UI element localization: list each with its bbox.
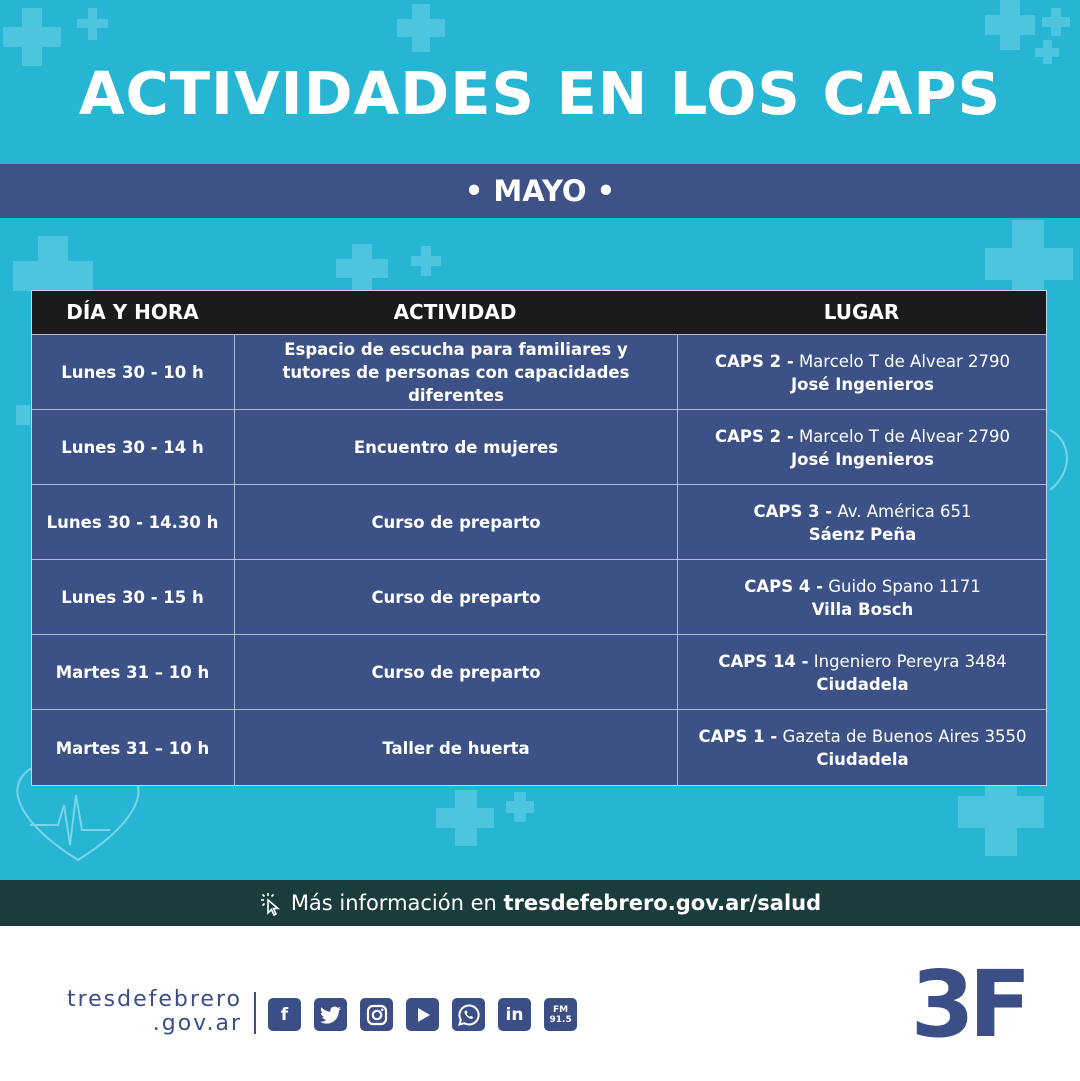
- time-text: Lunes 30 - 14.30 h: [46, 513, 219, 532]
- facebook-glyph: f: [280, 1004, 289, 1025]
- twitter-icon[interactable]: [314, 998, 347, 1031]
- brand-wordmark[interactable]: tresdefebrero .gov.ar: [52, 988, 242, 1036]
- cell-activity: Taller de huerta: [234, 710, 677, 786]
- cell-day-time: Lunes 30 - 14.30 h: [32, 485, 233, 560]
- cell-activity: Espacio de escucha para familiares y tuto…: [234, 335, 677, 410]
- time-text: Lunes 30 - 14 h: [61, 438, 204, 457]
- locality: Ciudadela: [816, 750, 909, 769]
- divider: [254, 992, 256, 1034]
- instagram-glyph: [366, 1004, 387, 1025]
- linkedin-icon[interactable]: in: [498, 998, 531, 1031]
- info-banner: Más información en tresdefebrero.gov.ar/…: [0, 880, 1080, 926]
- 3f-logo[interactable]: 3F: [905, 956, 1031, 1046]
- cell-place: CAPS 4 - Guido Spano 1171 Villa Bosch: [677, 560, 1047, 635]
- locality: Sáenz Peña: [808, 524, 917, 544]
- cell-activity: Encuentro de mujeres: [234, 410, 677, 485]
- street-address: Marcelo T de Alvear 2790: [793, 426, 1010, 446]
- table-row: Martes 31 – 10 h Curso de preparto CAPS …: [32, 634, 1046, 710]
- cell-place: CAPS 2 - Marcelo T de Alvear 2790 José In…: [677, 410, 1047, 485]
- activity-text: Taller de huerta: [382, 738, 530, 758]
- cell-activity: Curso de preparto: [234, 635, 677, 710]
- footer: tresdefebrero .gov.ar f in FM 91.5 3F: [0, 926, 1080, 1081]
- activity-text: Curso de preparto: [371, 588, 541, 607]
- youtube-icon[interactable]: [406, 998, 439, 1031]
- locality: Villa Bosch: [811, 599, 914, 619]
- time-text: Lunes 30 - 15 h: [61, 588, 204, 607]
- street-address: Ingeniero Pereyra 3484: [808, 651, 1007, 671]
- instagram-icon[interactable]: [360, 998, 393, 1031]
- caps-name: CAPS 2 -: [715, 351, 794, 371]
- address-line: CAPS 2 - Marcelo T de Alvear 2790: [715, 425, 1010, 448]
- street-address: Guido Spano 1171: [822, 576, 981, 596]
- address-line: CAPS 14 - Ingeniero Pereyra 3484: [718, 650, 1006, 673]
- cursor-click-icon: [260, 893, 280, 917]
- fm-radio-icon[interactable]: FM 91.5: [544, 998, 577, 1031]
- info-prefix: Más información en: [290, 891, 504, 915]
- locality: José Ingenieros: [790, 449, 934, 469]
- time-text: Martes 31 – 10 h: [55, 738, 210, 758]
- twitter-bird-glyph: [319, 1006, 341, 1024]
- caps-name: CAPS 4 -: [744, 576, 823, 596]
- street-address: Gazeta de Buenos Aires 3550: [777, 727, 1027, 746]
- play-glyph: [417, 1007, 430, 1022]
- activity-text: Curso de preparto: [371, 663, 541, 682]
- activity-text-line2: tutores de personas con capacidades dife…: [282, 363, 630, 405]
- cell-activity: Curso de preparto: [234, 560, 677, 635]
- street-address: Marcelo T de Alvear 2790: [793, 351, 1010, 371]
- address-line: CAPS 3 - Av. América 651: [753, 500, 971, 523]
- cell-place: CAPS 14 - Ingeniero Pereyra 3484 Ciudadel…: [677, 635, 1047, 710]
- caps-name: CAPS 1 -: [698, 727, 778, 746]
- time-text: Lunes 30 - 10 h: [61, 363, 204, 382]
- caps-name: CAPS 2 -: [715, 426, 794, 446]
- info-link[interactable]: tresdefebrero.gov.ar/salud: [503, 891, 822, 915]
- brand-line2: .gov.ar: [152, 1011, 242, 1036]
- address-line: CAPS 1 - Gazeta de Buenos Aires 3550: [699, 725, 1027, 748]
- locality: José Ingenieros: [790, 374, 934, 394]
- table-row: Lunes 30 - 14 h Encuentro de mujeres CAP…: [32, 409, 1046, 485]
- page-title: ACTIVIDADES EN LOS CAPS: [78, 59, 1002, 128]
- cell-day-time: Martes 31 – 10 h: [32, 635, 233, 710]
- linkedin-glyph: in: [505, 1004, 524, 1025]
- activity-text: Encuentro de mujeres: [353, 438, 559, 457]
- table-row: Lunes 30 - 10 h Espacio de escucha para …: [32, 334, 1046, 410]
- header-place: LUGAR: [823, 300, 900, 324]
- table-row: Lunes 30 - 14.30 h Curso de preparto CAP…: [32, 484, 1046, 560]
- header-day-time: DÍA Y HORA: [66, 300, 199, 324]
- cell-day-time: Lunes 30 - 10 h: [32, 335, 233, 410]
- locality: Ciudadela: [816, 674, 909, 694]
- logo-text: 3F: [911, 956, 1026, 1046]
- cell-place: CAPS 2 - Marcelo T de Alvear 2790 José In…: [677, 335, 1047, 410]
- cell-day-time: Lunes 30 - 15 h: [32, 560, 233, 635]
- whatsapp-glyph: [457, 1003, 480, 1026]
- activity-text: Espacio de escucha para familiares y: [284, 340, 628, 359]
- activity-text: Curso de preparto: [371, 513, 541, 532]
- cell-day-time: Martes 31 – 10 h: [32, 710, 233, 786]
- table-header: DÍA Y HORA ACTIVIDAD LUGAR: [32, 291, 1046, 334]
- activities-table: DÍA Y HORA ACTIVIDAD LUGAR Lunes 30 - 10…: [31, 290, 1047, 786]
- address-line: CAPS 2 - Marcelo T de Alvear 2790: [715, 350, 1010, 373]
- month-banner: • MAYO •: [0, 164, 1080, 218]
- facebook-icon[interactable]: f: [268, 998, 301, 1031]
- address-line: CAPS 4 - Guido Spano 1171: [744, 575, 980, 598]
- fm-glyph: FM 91.5: [549, 1004, 572, 1025]
- hero-background: ACTIVIDADES EN LOS CAPS • MAYO • DÍA Y H…: [0, 0, 1080, 880]
- caps-name: CAPS 3 -: [753, 501, 833, 521]
- table-row: Martes 31 – 10 h Taller de huerta CAPS 1…: [32, 709, 1046, 786]
- time-text: Martes 31 – 10 h: [55, 663, 210, 682]
- brand-line1: tresdefebrero: [66, 987, 242, 1012]
- cell-place: CAPS 3 - Av. América 651 Sáenz Peña: [677, 485, 1047, 560]
- street-address: Av. América 651: [832, 501, 972, 521]
- social-links: f in FM 91.5: [268, 998, 577, 1032]
- cell-activity: Curso de preparto: [234, 485, 677, 560]
- header-activity: ACTIVIDAD: [393, 300, 517, 324]
- table-row: Lunes 30 - 15 h Curso de preparto CAPS 4…: [32, 559, 1046, 635]
- whatsapp-icon[interactable]: [452, 998, 485, 1031]
- cell-place: CAPS 1 - Gazeta de Buenos Aires 3550 Ciud…: [677, 710, 1047, 786]
- caps-name: CAPS 14 -: [718, 651, 809, 671]
- cell-day-time: Lunes 30 - 14 h: [32, 410, 233, 485]
